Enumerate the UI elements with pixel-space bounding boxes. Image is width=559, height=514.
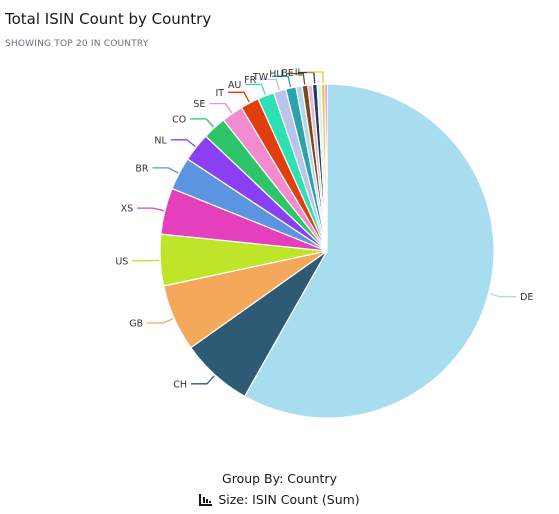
slice-label-au: AU <box>228 80 241 91</box>
leader-line-au <box>245 83 267 95</box>
leader-line-tw <box>272 75 292 88</box>
slice-label-br: BR <box>135 163 149 174</box>
slice-label-hu: HU <box>269 69 283 80</box>
slice-label-il: IL <box>295 68 304 79</box>
slice-label-be: BE <box>281 68 294 79</box>
leader-line-gb <box>147 318 174 324</box>
leader-line-se <box>209 102 233 114</box>
slice-label-de: DE <box>520 292 533 303</box>
slice-label-us: US <box>115 256 128 267</box>
slice-label-co: CO <box>172 114 186 125</box>
size-label: Size: ISIN Count (Sum) <box>218 492 360 507</box>
leader-line-co <box>190 118 215 128</box>
pie-slice-de-0[interactable] <box>243 83 495 419</box>
size-label-row: Size: ISIN Count (Sum) <box>0 492 559 507</box>
leader-line-il <box>306 71 324 84</box>
slice-label-se: SE <box>193 99 205 110</box>
leader-line-de <box>489 293 517 298</box>
slice-label-xs: XS <box>121 204 134 215</box>
slice-label-nl: NL <box>154 135 167 146</box>
leader-line-us <box>132 259 160 262</box>
leader-line-nl <box>170 139 196 148</box>
pie-slice-other-19[interactable] <box>324 83 328 252</box>
slice-label-it: IT <box>215 88 224 99</box>
slice-label-gb: GB <box>129 319 143 330</box>
group-by-label: Group By: Country <box>222 471 337 486</box>
slice-label-tw: TW <box>252 72 269 83</box>
leader-line-hu <box>287 72 306 85</box>
slice-label-fr: FR <box>244 75 256 86</box>
leader-line-it <box>228 91 250 103</box>
slice-label-ch: CH <box>173 379 187 390</box>
sort-bars-icon <box>199 494 213 506</box>
chart-title: Total ISIN Count by Country <box>5 10 212 28</box>
leader-line-ch <box>191 375 215 385</box>
chart-subtitle: SHOWING TOP 20 IN COUNTRY <box>5 39 149 49</box>
leader-line-xs <box>137 207 165 212</box>
leader-line-fr <box>260 78 280 91</box>
leader-line-br <box>152 167 179 174</box>
